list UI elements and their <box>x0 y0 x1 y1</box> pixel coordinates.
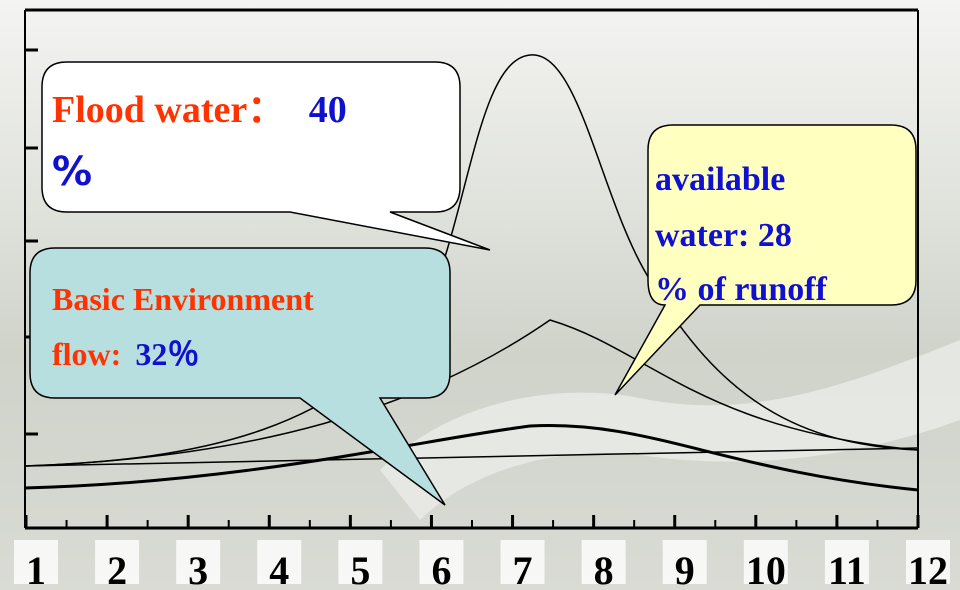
x-label: 5 <box>350 548 370 590</box>
label-backing <box>95 540 140 584</box>
label-backing <box>257 540 302 584</box>
callout-bubble <box>614 124 917 396</box>
label-backing <box>176 540 221 584</box>
callout-text: Flood water： 40 <box>52 89 347 131</box>
label-backing <box>14 540 58 584</box>
x-ticks <box>24 515 920 528</box>
middle-curve <box>24 319 919 467</box>
label-backing <box>338 540 383 584</box>
callout-value: 40 <box>309 89 347 131</box>
x-label: 7 <box>513 548 533 590</box>
straight-line <box>24 447 919 467</box>
label-backing <box>824 540 869 584</box>
curves <box>24 54 919 492</box>
x-label: 2 <box>107 548 127 590</box>
x-label: 8 <box>594 548 614 590</box>
label-backing <box>906 540 950 584</box>
callout-text: flow: 32％ <box>52 336 199 372</box>
callout-value: 32％ <box>135 336 199 372</box>
callout-line: available <box>655 161 785 198</box>
callout-line: % of runoff <box>655 271 828 308</box>
x-label: 10 <box>746 548 786 590</box>
x-label: 11 <box>828 548 866 590</box>
label-backing <box>419 540 464 584</box>
x-label: 4 <box>269 548 289 590</box>
label-backing <box>581 540 626 584</box>
label-backing <box>500 540 545 584</box>
callout-bubble <box>41 61 491 251</box>
x-label: 3 <box>188 548 208 590</box>
x-label: 9 <box>675 548 695 590</box>
callout-text: available water: 28 % of runoff <box>655 161 828 308</box>
flood-curve <box>24 54 919 467</box>
callout-unit: % <box>52 149 92 195</box>
callout-bubble <box>29 247 451 506</box>
label-backing <box>662 540 707 584</box>
callout-label: flow: <box>52 336 121 372</box>
callout-line: Basic Environment <box>52 281 314 317</box>
base-curve <box>24 424 919 492</box>
callout-label: Flood water： <box>52 89 285 131</box>
x-labels: 1 2 3 4 5 6 7 8 9 10 11 12 <box>14 540 950 590</box>
river <box>380 340 960 520</box>
x-label: 12 <box>908 548 948 590</box>
x-label: 1 <box>26 548 46 590</box>
label-backing <box>743 540 788 584</box>
x-label: 6 <box>431 548 451 590</box>
callout-line: water: 28 <box>655 217 792 254</box>
